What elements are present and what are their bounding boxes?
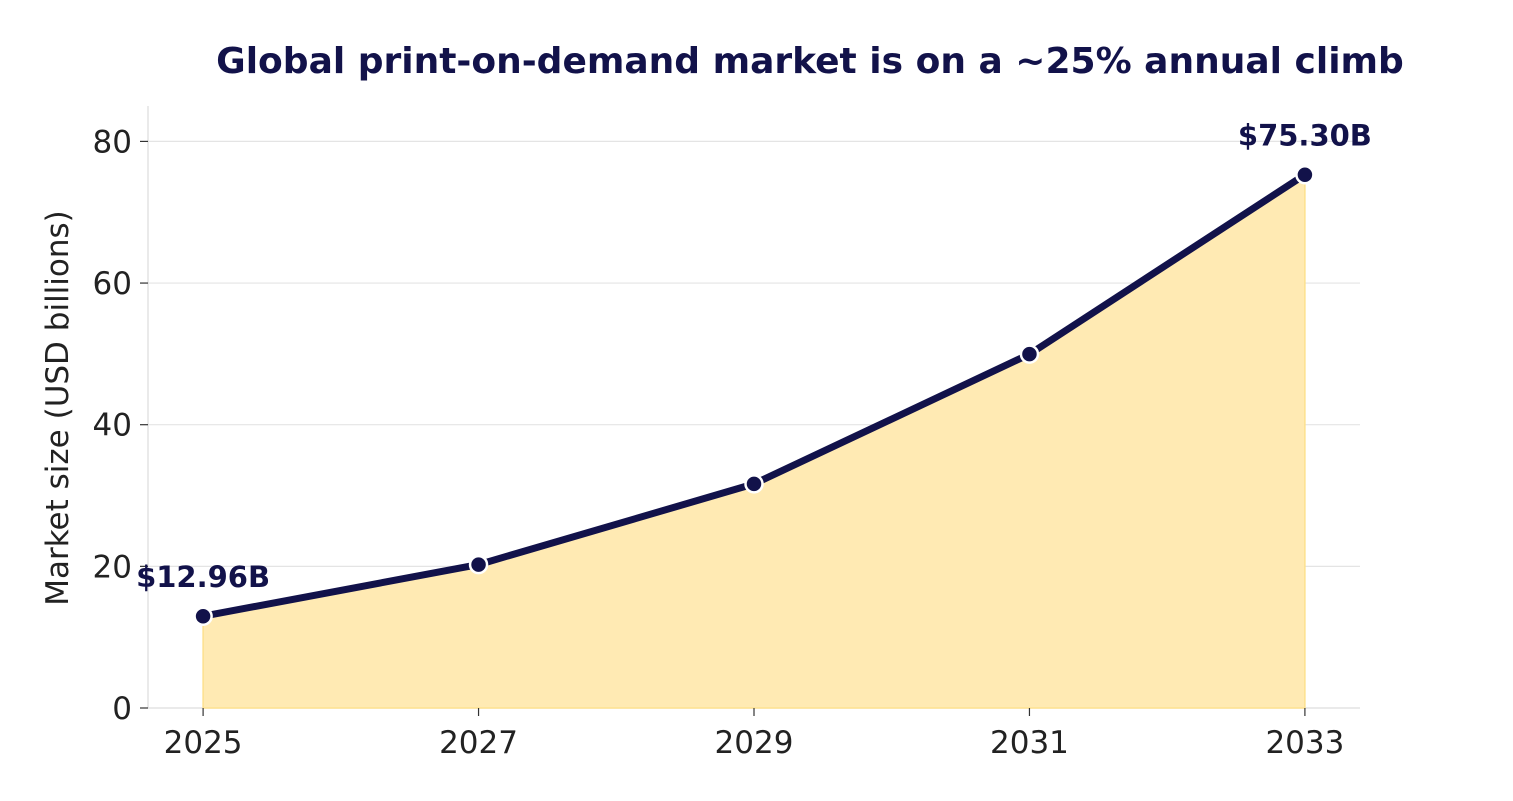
- y-tick-label-0: 0: [112, 691, 132, 727]
- data-label-2025: $12.96B: [136, 560, 270, 594]
- chart-title: Global print-on-demand market is on a ~2…: [216, 41, 1404, 82]
- area-fill-layer: [202, 173, 1306, 709]
- x-tick-label-2025: 2025: [164, 725, 243, 761]
- y-axis-label: Market size (USD billions): [40, 210, 76, 606]
- x-tick-label-2031: 2031: [990, 725, 1069, 761]
- x-axis-ticks: 2025 2027 2029 2031 2033: [164, 708, 1344, 761]
- data-point-2031: [1019, 344, 1040, 364]
- y-tick-label-20: 20: [93, 549, 132, 585]
- x-tick-label-2027: 2027: [439, 725, 518, 761]
- data-labels: $12.96B $75.30B: [136, 119, 1372, 595]
- x-tick-label-2033: 2033: [1265, 725, 1344, 761]
- data-point-2033: [1295, 164, 1315, 185]
- y-tick-label-40: 40: [93, 408, 132, 444]
- data-label-2033: $75.30B: [1238, 119, 1372, 153]
- data-point-2027: [468, 554, 489, 575]
- y-tick-label-60: 60: [93, 266, 132, 302]
- data-points: [193, 164, 1315, 626]
- data-point-2029: [744, 474, 764, 494]
- data-point-2025: [193, 606, 213, 626]
- area-fill: [202, 173, 1306, 709]
- y-axis-ticks: 0 20 40 60 80: [93, 124, 148, 727]
- x-tick-label-2029: 2029: [715, 725, 794, 761]
- y-tick-label-80: 80: [93, 124, 132, 160]
